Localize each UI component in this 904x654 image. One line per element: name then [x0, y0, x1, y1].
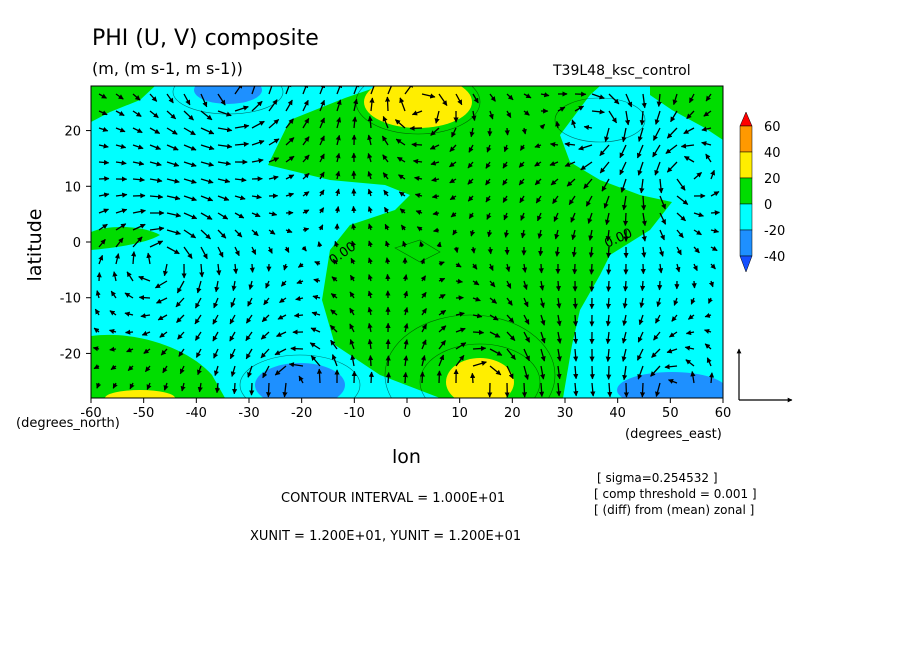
region-high-north [364, 86, 472, 128]
colorbar-segment [739, 151, 753, 179]
colorbar-segment [739, 125, 753, 153]
region-positive-west [91, 226, 160, 250]
chart-title: PHI (U, V) composite [92, 26, 319, 51]
x-tick-label: 20 [504, 406, 521, 421]
x-tick-label: 60 [715, 406, 732, 421]
chart-subtitle: (m, (m s-1, m s-1)) [92, 59, 243, 78]
x-tick-label: 50 [662, 406, 679, 421]
x-tick-label: -40 [186, 406, 207, 421]
y-tick-label: -10 [60, 292, 81, 307]
plot-area [91, 86, 723, 398]
x-tick-label: -20 [291, 406, 312, 421]
y-tick-label: -20 [60, 347, 81, 362]
y-tick-label: 20 [64, 125, 81, 140]
colorbar-label: 20 [764, 172, 781, 187]
region-low-north [194, 86, 262, 104]
y-unit-label: (degrees_north) [16, 416, 120, 431]
colorbar-segment [739, 229, 753, 257]
region-positive-ne [650, 86, 723, 140]
x-tick-label: -50 [133, 406, 154, 421]
colorbar-label: 60 [764, 120, 781, 135]
x-axis-label: lon [392, 446, 421, 468]
colorbar-segment [739, 203, 753, 231]
region-low-south-east [617, 372, 723, 398]
colorbar: 60 40 20 0 -20 -40 [739, 111, 785, 273]
colorbar-cap-top [739, 111, 753, 127]
x-tick-label: -10 [344, 406, 365, 421]
colorbar-cap-bottom [739, 255, 753, 273]
note-sigma: [ sigma=0.254532 ] [597, 471, 718, 485]
reference-vector [736, 348, 793, 403]
x-axis: -60 -50 -40 -30 -20 -10 0 10 20 30 40 50 60 [80, 398, 731, 421]
x-tick-label: 30 [557, 406, 574, 421]
x-tick-label: -60 [80, 406, 101, 421]
colorbar-label: 40 [764, 146, 781, 161]
region-high-sw-corner [105, 390, 175, 398]
note-threshold: [ comp threshold = 0.001 ] [594, 487, 757, 501]
y-axis-label: latitude [24, 209, 46, 282]
y-tick-label: 0 [73, 236, 81, 251]
region-positive-sw [91, 334, 225, 398]
y-tick-label: 10 [64, 180, 81, 195]
region-high-south [446, 358, 514, 398]
x-tick-label: 40 [609, 406, 626, 421]
vector-field [92, 86, 720, 398]
note-diff: [ (diff) from (mean) zonal ] [594, 503, 754, 517]
x-tick-label: 10 [451, 406, 468, 421]
y-axis: 20 10 0 -10 -20 [60, 125, 91, 362]
colorbar-label: -40 [764, 250, 785, 265]
x-tick-label: 0 [403, 406, 411, 421]
units-text: XUNIT = 1.200E+01, YUNIT = 1.200E+01 [250, 529, 521, 544]
x-tick-label: -30 [238, 406, 259, 421]
colorbar-label: -20 [764, 224, 785, 239]
colorbar-segment [739, 177, 753, 205]
x-unit-label: (degrees_east) [625, 427, 722, 442]
run-label: T39L48_ksc_control [552, 63, 691, 79]
colorbar-label: 0 [764, 198, 772, 213]
contour-interval-text: CONTOUR INTERVAL = 1.000E+01 [281, 491, 505, 506]
